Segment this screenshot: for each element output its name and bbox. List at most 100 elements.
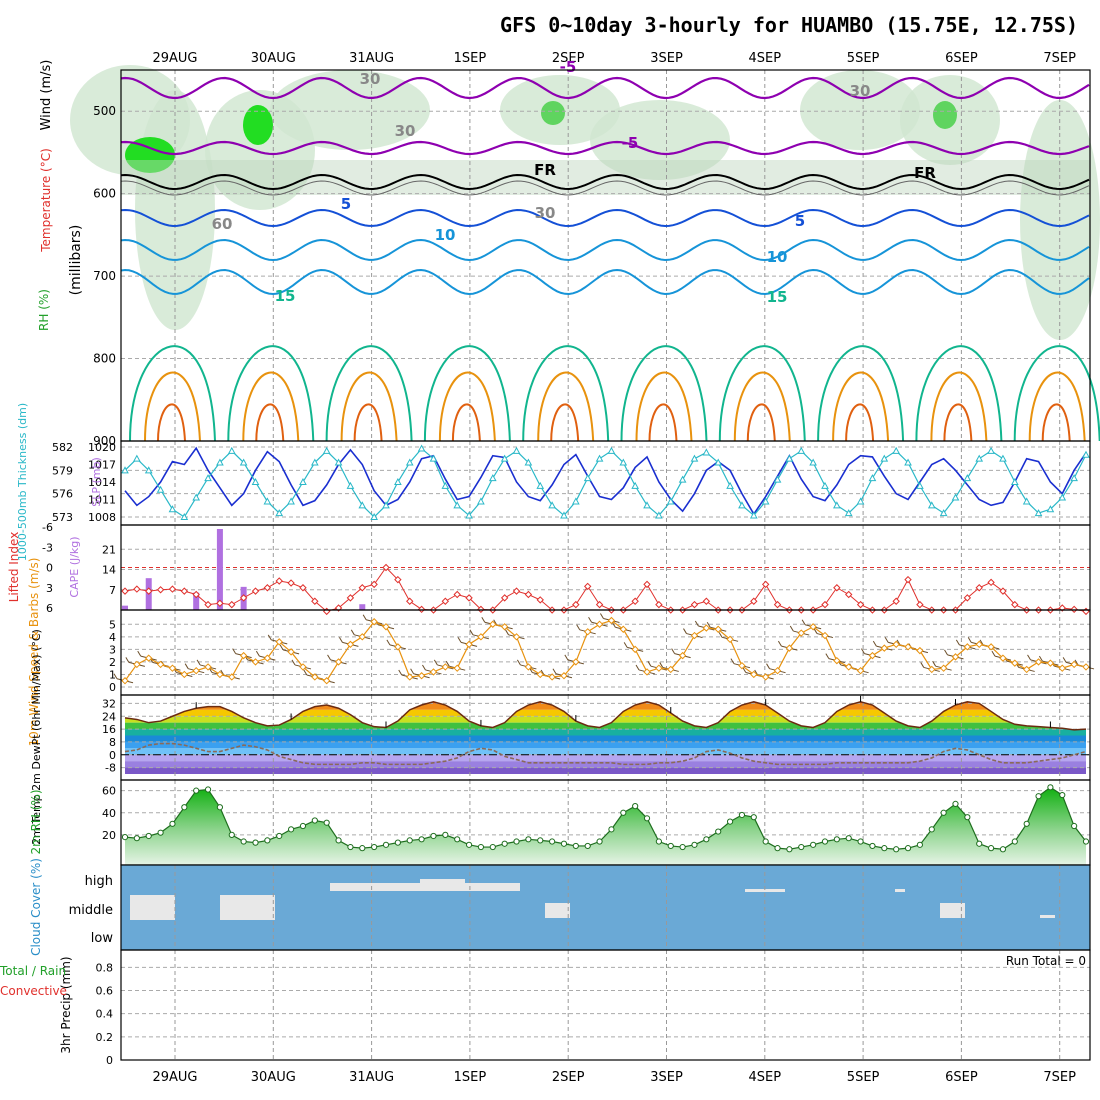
data-point [1046,505,1055,513]
wind-barb [861,648,865,654]
rh-panel: 20 40 60 [102,779,1091,866]
wind-barb [600,613,604,619]
data-point [643,501,651,509]
temperature-band [125,716,1086,723]
y-tick-label: 16 [102,723,116,736]
cloud-block [745,889,785,892]
wind-barb [932,660,937,667]
data-point [916,841,924,848]
data-point [844,509,853,517]
data-point [928,665,936,674]
wind-barb [255,650,260,657]
temperature-band [125,754,1086,762]
data-point [1082,450,1090,458]
wind-barb [766,663,770,669]
data-point [311,673,319,681]
wind-barb [635,664,640,671]
data-point [121,833,129,841]
data-point [560,840,568,847]
data-point [620,809,627,816]
data-point [263,497,272,505]
data-point [275,638,283,646]
cape-bar [122,605,128,610]
data-point [738,501,746,509]
temperature-band [125,703,1086,710]
y-tick-label: 0.2 [96,1031,114,1044]
data-point [204,786,212,793]
data-point [453,664,461,672]
temperature-band [125,701,1086,704]
contour-orange [930,371,988,442]
data-point [951,653,960,661]
humidity-region [270,70,430,150]
contour-darkorange [845,403,875,442]
data-point [1070,660,1078,669]
data-point [608,826,615,833]
date-label: 7SEP [1043,1070,1076,1085]
data-point [358,633,366,641]
data-point [738,661,746,670]
data-point [856,497,865,505]
data-point [833,501,841,509]
date-label: 29AUG [152,51,197,66]
date-label: 6SEP [945,51,978,66]
wind-barb [564,654,569,661]
wind-barb [279,644,284,651]
data-point [726,818,734,825]
data-point [571,497,580,505]
data-point [441,597,450,605]
data-point [607,446,616,454]
data-point [406,837,413,844]
contour-teal [423,345,511,442]
data-point [145,654,153,662]
data-point [133,660,141,669]
data-point [263,654,272,662]
wind-barb [955,639,960,646]
data-point [145,832,152,840]
data-point [441,481,450,489]
contour-darkorange [255,403,285,442]
data-point [964,814,971,821]
data-point [583,628,592,636]
data-point [311,817,318,824]
thickness-label: 1000-500mb Thickness (dm) [16,403,29,561]
date-label: 31AUG [349,51,394,66]
data-point [1011,600,1019,609]
contour-label: -5 [622,134,639,152]
data-point [346,594,355,602]
data-point [595,600,604,609]
data-point [655,664,663,672]
data-point [904,643,912,651]
wind-barb [303,669,308,676]
rh-line [124,786,1087,850]
wind-barb [125,657,130,663]
data-point [287,579,295,587]
y-tick-label: 32 [102,697,116,710]
wind-barb [362,614,367,621]
chart-title: GFS 0~10day 3-hourly for HUAMBO (15.75E,… [500,13,1078,37]
date-label: 1SEP [454,1070,487,1085]
data-point [631,645,639,654]
contour-darkorange [550,403,580,442]
data-point [1035,793,1042,800]
data-point [643,668,651,676]
rh-area [125,787,1086,865]
data-point [181,804,188,811]
contour-orange [733,371,791,442]
data-point [275,577,283,585]
data-point [382,841,390,848]
wind-barb [267,634,272,641]
wind-barb [777,640,782,647]
run-total-annotation: Run Total = 0 [1006,954,1086,968]
data-point [572,600,580,609]
contour-lightblue [120,238,1090,262]
y-tick-label: 0.6 [96,985,114,998]
contour-teal [325,345,413,442]
y-tick-label: 0 [106,1054,113,1067]
data-point [192,666,200,675]
data-point [715,828,722,835]
wind-barb [469,629,474,636]
wind-barb [967,637,972,643]
data-point [1022,665,1031,674]
wind-barb [433,659,438,666]
